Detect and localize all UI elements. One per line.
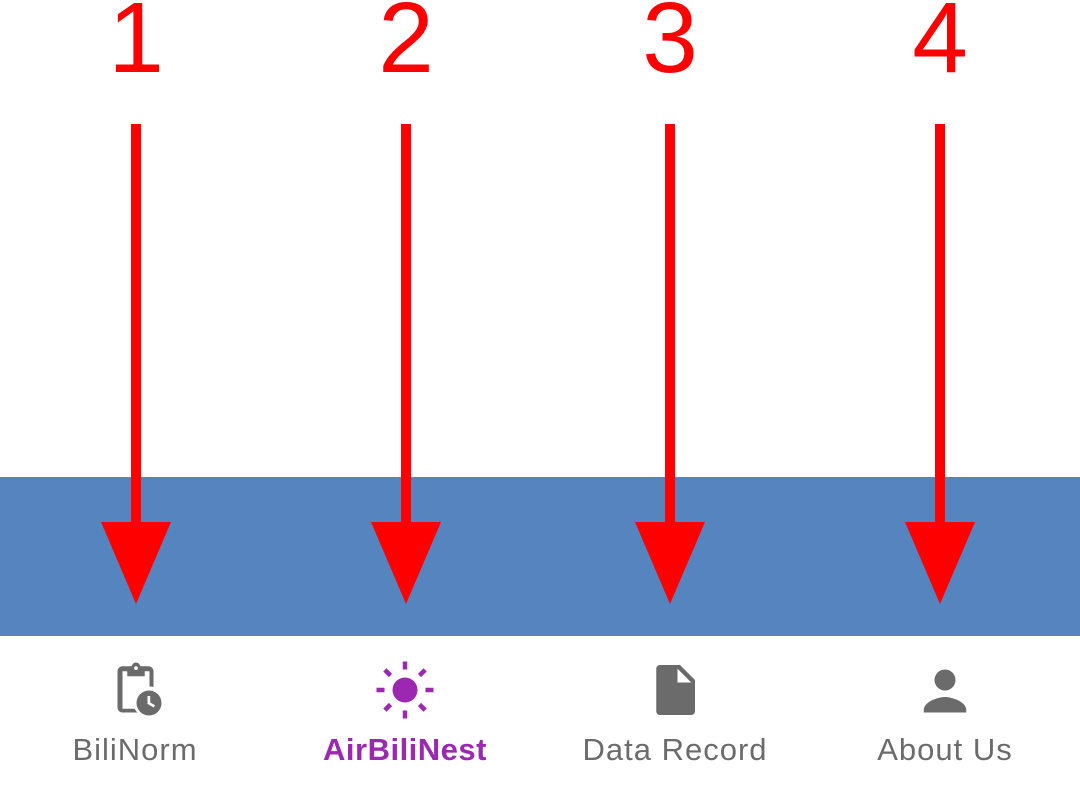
bottom-navigation-bar: BiliNorm AirBiliNest Data Record: [0, 636, 1080, 787]
person-icon: [923, 669, 967, 713]
annotation-number-3: 3: [642, 0, 698, 94]
blue-band: [0, 477, 1080, 636]
nav-item-bilinorm[interactable]: BiliNorm: [0, 636, 270, 787]
content-area: [0, 0, 1080, 477]
annotation-number-4: 4: [912, 0, 968, 94]
nav-label-airbilinest: AirBiliNest: [323, 732, 487, 767]
sun-icon: [376, 661, 434, 719]
nav-item-data-record[interactable]: Data Record: [540, 636, 810, 787]
nav-label-data-record: Data Record: [582, 732, 768, 767]
nav-label-bilinorm: BiliNorm: [72, 732, 198, 767]
nav-label-about-us: About Us: [877, 732, 1013, 767]
nav-item-about-us[interactable]: About Us: [810, 636, 1080, 787]
clipboard-clock-icon: [117, 662, 162, 716]
annotation-number-1: 1: [108, 0, 164, 94]
annotation-number-2: 2: [378, 0, 434, 94]
document-icon: [656, 665, 695, 715]
nav-item-airbilinest[interactable]: AirBiliNest: [270, 636, 540, 787]
